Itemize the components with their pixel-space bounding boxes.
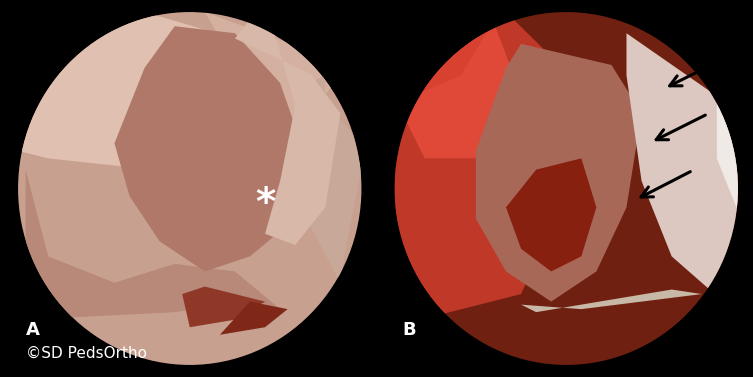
Polygon shape (476, 44, 642, 302)
Ellipse shape (389, 9, 744, 368)
Ellipse shape (395, 12, 738, 365)
Polygon shape (26, 170, 280, 320)
Polygon shape (205, 12, 340, 132)
Polygon shape (235, 0, 340, 245)
Polygon shape (220, 302, 288, 335)
Polygon shape (717, 45, 747, 234)
Text: B: B (402, 320, 416, 339)
Polygon shape (182, 287, 265, 327)
Polygon shape (114, 26, 310, 271)
Text: A: A (26, 320, 39, 339)
Polygon shape (18, 12, 250, 170)
Polygon shape (626, 33, 738, 309)
Ellipse shape (12, 9, 367, 368)
Ellipse shape (18, 12, 361, 365)
Polygon shape (310, 75, 361, 283)
Text: ©SD PedsOrtho: ©SD PedsOrtho (26, 346, 147, 361)
Polygon shape (395, 12, 566, 320)
Text: *: * (255, 185, 275, 222)
Polygon shape (402, 15, 521, 158)
Polygon shape (506, 158, 596, 271)
Polygon shape (395, 0, 506, 100)
Polygon shape (521, 290, 702, 312)
